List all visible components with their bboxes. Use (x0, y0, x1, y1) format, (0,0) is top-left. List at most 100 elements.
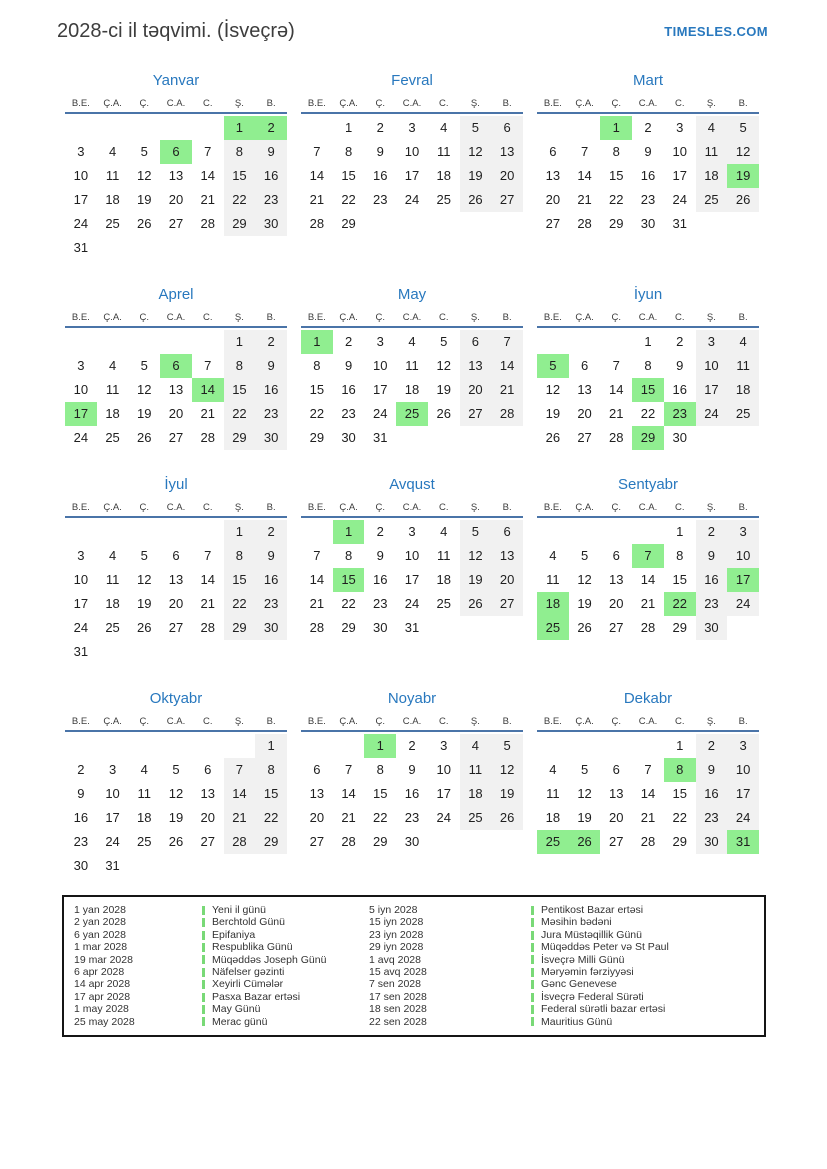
legend-entry: Müqəddəs Joseph Günü (202, 954, 369, 966)
day-cell: 12 (459, 544, 492, 568)
day-cell: 3 (727, 520, 759, 544)
month-title[interactable]: May (397, 286, 427, 303)
weekday-label: C. (202, 502, 213, 513)
day-cell: 28 (200, 620, 215, 635)
month-title[interactable]: İyun (633, 286, 663, 303)
day-cell: 20 (168, 406, 184, 421)
holiday-tick-icon (531, 955, 534, 965)
empty-cell (128, 640, 160, 664)
day-cell: 21 (491, 378, 523, 402)
empty-cell (396, 212, 428, 236)
day-cell: 9 (695, 544, 728, 568)
day-cell: 15 (672, 572, 687, 587)
day-cell: 27 (309, 834, 325, 849)
weekday-label: Ş. (470, 98, 480, 109)
day-cell: 30 (695, 830, 728, 854)
weekday-label: B. (738, 98, 748, 109)
day-cell: 1 (600, 116, 633, 140)
month-title[interactable]: Fevral (391, 72, 433, 89)
weekday-label: C.A. (638, 716, 658, 727)
day-cell: 28 (577, 216, 592, 231)
month-title[interactable]: Dekabr (623, 690, 673, 707)
month-title[interactable]: Avqust (389, 476, 435, 493)
day-cell: 15 (309, 382, 325, 397)
weekday-label: C.A. (638, 312, 658, 323)
day-cell: 28 (309, 620, 325, 635)
site-logo-link[interactable]: TIMESLES.COM (664, 24, 768, 39)
day-cell: 4 (549, 548, 557, 563)
day-cell: 21 (200, 596, 215, 611)
day-cell: 30 (672, 430, 687, 445)
day-cell: 26 (459, 188, 492, 212)
day-cell: 10 (727, 758, 759, 782)
day-cell: 9 (376, 548, 384, 563)
day-cell: 29 (223, 212, 256, 236)
day-cell: 25 (137, 834, 152, 849)
day-cell: 25 (537, 616, 569, 640)
day-cell: 19 (137, 406, 152, 421)
empty-cell (128, 734, 160, 758)
day-cell: 23 (663, 402, 696, 426)
day-cell: 16 (373, 168, 388, 183)
legend-row: 1 may 2028 May Günü 18 sen 2028 Federal sür… (74, 1003, 760, 1015)
month-title[interactable]: Yanvar (152, 72, 200, 89)
month-title[interactable]: Noyabr (387, 690, 437, 707)
empty-cell (428, 212, 460, 236)
empty-cell (537, 330, 569, 354)
day-cell: 10 (73, 572, 89, 587)
weekday-label: B. (266, 502, 276, 513)
month-days: 1 2 3 4 5 6 7 8 9 10 11 12 13 14 15 16 17 18 19 20 21 22 23 24 2… (537, 330, 759, 450)
empty-cell (128, 854, 160, 878)
legend-holiday-name: Pasxa Bazar ertəsi (212, 990, 301, 1003)
legend-date: 1 mar 2028 (74, 941, 128, 954)
holiday-tick-icon (531, 930, 534, 940)
weekday-label: Ç.A. (103, 312, 122, 323)
empty-cell (460, 830, 492, 854)
holiday-tick-icon (202, 1017, 205, 1027)
day-cell: 1 (223, 330, 256, 354)
month-title[interactable]: Oktyabr (149, 690, 203, 707)
day-cell: 8 (313, 358, 321, 373)
empty-cell (128, 236, 160, 260)
month-title[interactable]: Mart (633, 72, 663, 89)
legend-holiday-name: Mauritius Günü (541, 1015, 613, 1028)
day-cell: 27 (168, 216, 184, 231)
empty-cell (569, 116, 601, 140)
legend-holiday-name: Berchtold Günü (212, 916, 285, 929)
day-cell: 22 (255, 806, 287, 830)
weekday-label: B.E. (543, 312, 562, 323)
legend-date: 15 iyn 2028 (369, 916, 424, 929)
day-cell: 22 (341, 596, 356, 611)
day-cell: 24 (672, 192, 687, 207)
day-cell: 17 (105, 810, 120, 825)
legend-entry: Federal sürətli bazar ertəsi (531, 1003, 760, 1015)
month-title[interactable]: Aprel (158, 286, 194, 303)
empty-cell (537, 116, 569, 140)
weekday-label: C.A. (402, 98, 422, 109)
legend-holiday-name: Xeyirli Cümələr (212, 978, 284, 991)
day-cell: 26 (459, 592, 492, 616)
day-cell: 9 (77, 786, 85, 801)
day-cell: 27 (459, 402, 492, 426)
day-cell: 9 (255, 544, 287, 568)
weekday-label: Ç. (139, 502, 150, 513)
legend-date: 23 iyn 2028 (369, 928, 424, 941)
weekday-label: Ş. (234, 98, 244, 109)
day-cell: 18 (105, 192, 120, 207)
day-cell: 13 (609, 786, 624, 801)
empty-cell (491, 616, 523, 640)
day-cell: 11 (105, 572, 120, 587)
day-cell: 27 (168, 620, 184, 635)
month-title[interactable]: Sentyabr (617, 476, 679, 493)
day-cell: 24 (73, 430, 89, 445)
day-cell: 27 (545, 216, 561, 231)
empty-cell (192, 330, 224, 354)
month-days: 1 2 3 4 5 6 7 8 9 10 11 12 13 14 15 16 17 18 19 20 21 22 23 24 2… (301, 330, 523, 450)
weekday-label: B. (266, 716, 276, 727)
day-cell: 7 (612, 358, 620, 373)
day-cell: 12 (137, 168, 152, 183)
day-cell: 15 (341, 168, 356, 183)
legend-holiday-name: Pentikost Bazar ertəsi (541, 904, 644, 916)
day-cell: 19 (459, 568, 492, 592)
month-title[interactable]: İyul (164, 476, 188, 493)
